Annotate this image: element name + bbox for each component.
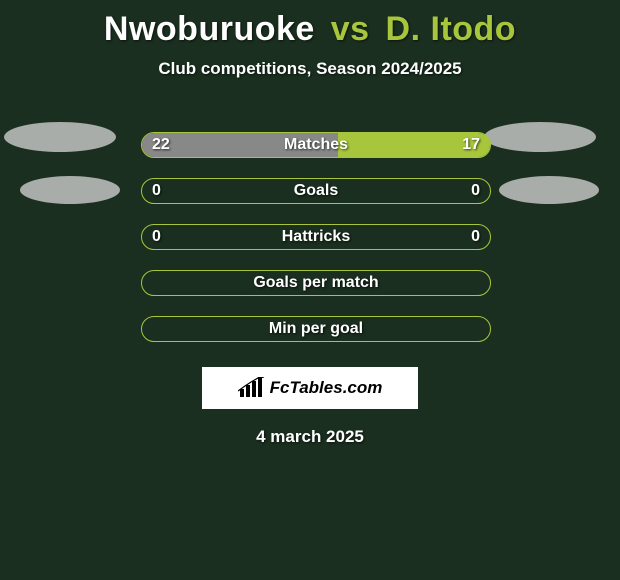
comparison-infographic: Nwoburuoke vs D. Itodo Club competitions… xyxy=(0,0,620,580)
stats-section: 2217Matches 00Goals 00Hattricks Goals per m… xyxy=(0,121,620,351)
logo-text: FcTables.com xyxy=(270,378,383,398)
stat-bar: Goals per match xyxy=(141,270,491,296)
stat-label: Goals xyxy=(142,179,490,203)
stat-label: Hattricks xyxy=(142,225,490,249)
subtitle: Club competitions, Season 2024/2025 xyxy=(0,59,620,79)
stat-row: 00Hattricks xyxy=(0,213,620,259)
date-text: 4 march 2025 xyxy=(0,427,620,447)
bar-chart-icon xyxy=(238,377,266,399)
fctables-logo: FcTables.com xyxy=(202,367,418,409)
player2-name: D. Itodo xyxy=(386,10,517,48)
stat-row: Goals per match xyxy=(0,259,620,305)
stat-bar: Min per goal xyxy=(141,316,491,342)
vs-text: vs xyxy=(331,10,370,48)
stat-row: 00Goals xyxy=(0,167,620,213)
stat-label: Matches xyxy=(142,133,490,157)
stat-bar: 00Goals xyxy=(141,178,491,204)
stat-row: Min per goal xyxy=(0,305,620,351)
stat-bar: 00Hattricks xyxy=(141,224,491,250)
player1-name: Nwoburuoke xyxy=(104,10,315,48)
stat-label: Goals per match xyxy=(142,271,490,295)
stat-row: 2217Matches xyxy=(0,121,620,167)
stat-label: Min per goal xyxy=(142,317,490,341)
stat-bar: 2217Matches xyxy=(141,132,491,158)
title: Nwoburuoke vs D. Itodo xyxy=(0,0,620,49)
